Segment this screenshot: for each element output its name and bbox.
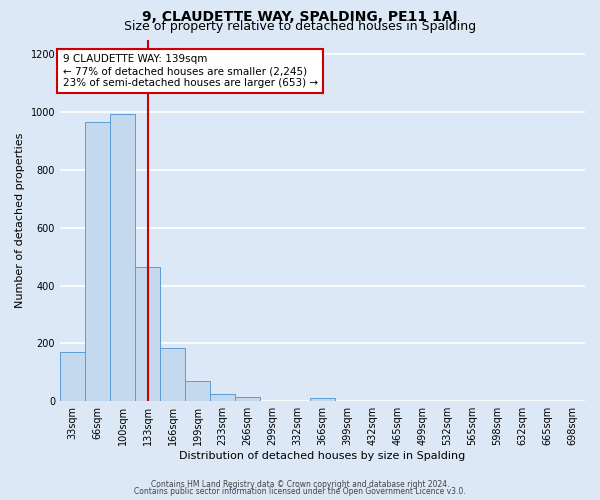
Text: Contains HM Land Registry data © Crown copyright and database right 2024.: Contains HM Land Registry data © Crown c… <box>151 480 449 489</box>
Bar <box>110 114 135 401</box>
Bar <box>185 381 210 401</box>
Y-axis label: Number of detached properties: Number of detached properties <box>15 133 25 308</box>
Bar <box>60 352 85 401</box>
Text: 9 CLAUDETTE WAY: 139sqm
← 77% of detached houses are smaller (2,245)
23% of semi: 9 CLAUDETTE WAY: 139sqm ← 77% of detache… <box>62 54 318 88</box>
Text: Size of property relative to detached houses in Spalding: Size of property relative to detached ho… <box>124 20 476 33</box>
Bar <box>160 348 185 401</box>
Text: Contains public sector information licensed under the Open Government Licence v3: Contains public sector information licen… <box>134 487 466 496</box>
Bar <box>85 122 110 401</box>
X-axis label: Distribution of detached houses by size in Spalding: Distribution of detached houses by size … <box>179 451 466 461</box>
Text: 9, CLAUDETTE WAY, SPALDING, PE11 1AJ: 9, CLAUDETTE WAY, SPALDING, PE11 1AJ <box>142 10 458 24</box>
Bar <box>310 398 335 401</box>
Bar <box>235 397 260 401</box>
Bar <box>210 394 235 401</box>
Bar <box>135 267 160 401</box>
